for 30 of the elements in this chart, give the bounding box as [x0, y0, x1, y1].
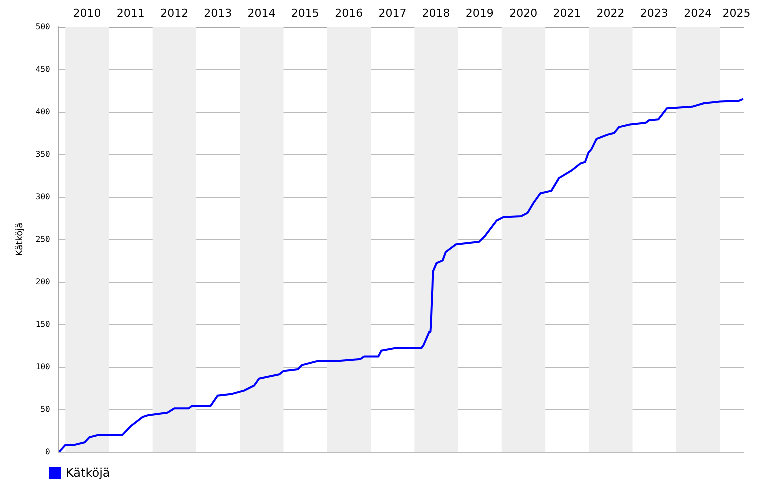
- x-tick-label: 2016: [335, 7, 364, 20]
- y-tick-label: 500: [36, 22, 51, 32]
- x-tick-label: 2015: [291, 7, 320, 20]
- x-tick-label: 2011: [116, 7, 145, 20]
- x-tick-label: 2010: [73, 7, 102, 20]
- x-tick-label: 2021: [553, 7, 582, 20]
- x-tick-label: 2012: [160, 7, 189, 20]
- x-tick-label: 2017: [378, 7, 407, 20]
- y-tick-label: 200: [36, 278, 51, 286]
- x-tick-label: 2023: [640, 7, 668, 20]
- y-tick-label: 150: [36, 320, 51, 329]
- x-tick-label: 2025: [722, 7, 751, 20]
- x-tick-label: 2022: [596, 7, 625, 20]
- x-tick-label: 2014: [248, 7, 276, 20]
- legend-label: Kätköjä: [66, 466, 110, 480]
- x-tick-label: 2020: [510, 7, 538, 20]
- y-tick-label: 250: [36, 235, 51, 244]
- y-axis-title: Kätköjä: [16, 222, 26, 256]
- x-tick-label: 2024: [684, 7, 712, 20]
- x-tick-label: 2019: [466, 7, 494, 20]
- y-tick-label: 400: [36, 108, 51, 116]
- x-tick-label: 2018: [422, 7, 450, 20]
- line-series: [58, 98, 744, 453]
- y-tick-label: 100: [36, 362, 51, 372]
- y-tick-label: 350: [36, 150, 51, 159]
- y-tick-label: 450: [36, 65, 51, 74]
- x-tick-label: 2013: [204, 7, 232, 20]
- y-tick-label: 50: [40, 405, 51, 414]
- y-tick-label: 0: [46, 448, 51, 456]
- y-tick-label: 300: [36, 192, 51, 202]
